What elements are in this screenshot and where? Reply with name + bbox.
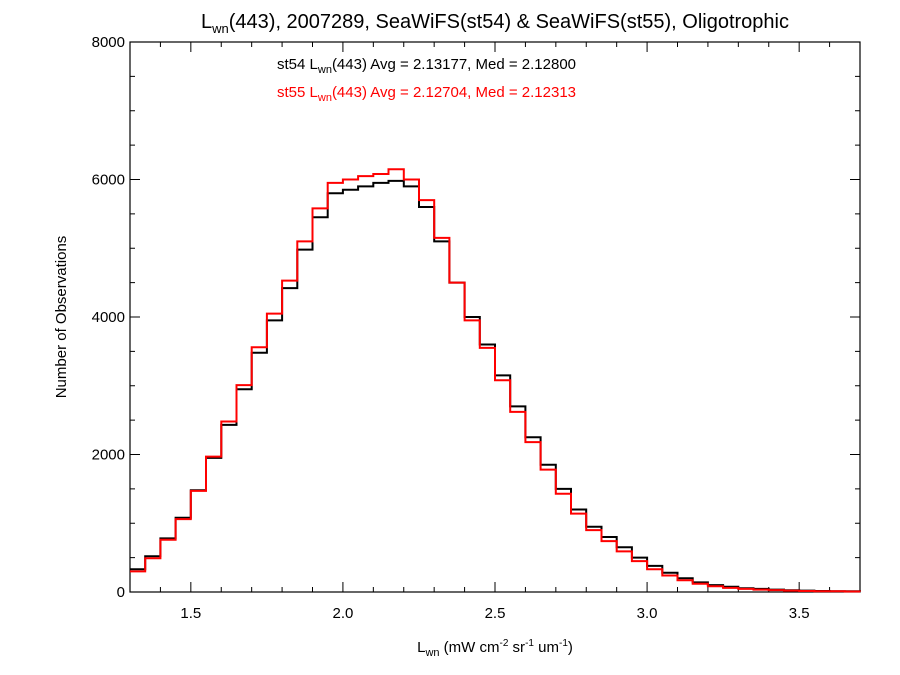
y-tick-label: 6000 <box>92 172 125 189</box>
series-st54-line <box>130 179 861 593</box>
y-tick-label: 0 <box>117 584 125 601</box>
series-st55-line <box>130 168 861 593</box>
chart-title: Lwn(443), 2007289, SeaWiFS(st54) & SeaWi… <box>201 11 789 36</box>
annotation-st54: st54 Lwn(443) Avg = 2.13177, Med = 2.128… <box>277 56 576 76</box>
y-axis-label: Number of Observations <box>53 236 70 399</box>
x-tick-label: 3.5 <box>789 605 810 622</box>
y-tick-label: 8000 <box>92 34 125 51</box>
series-layer <box>130 168 861 593</box>
x-tick-label: 2.5 <box>485 605 506 622</box>
x-tick-label: 3.0 <box>637 605 658 622</box>
axis-ticks: 1.5 2.0 2.5 3.0 3.5 0 2000 4000 6000 8000 <box>92 34 861 622</box>
x-axis-label: Lwn (mW cm-2 sr-1 um-1) <box>417 638 573 659</box>
y-tick-label: 4000 <box>92 309 125 326</box>
x-tick-label: 1.5 <box>180 605 201 622</box>
annotation-st55: st55 Lwn(443) Avg = 2.12704, Med = 2.123… <box>277 84 576 104</box>
y-tick-label: 2000 <box>92 447 125 464</box>
plot-frame <box>129 41 861 593</box>
x-tick-label: 2.0 <box>332 605 353 622</box>
